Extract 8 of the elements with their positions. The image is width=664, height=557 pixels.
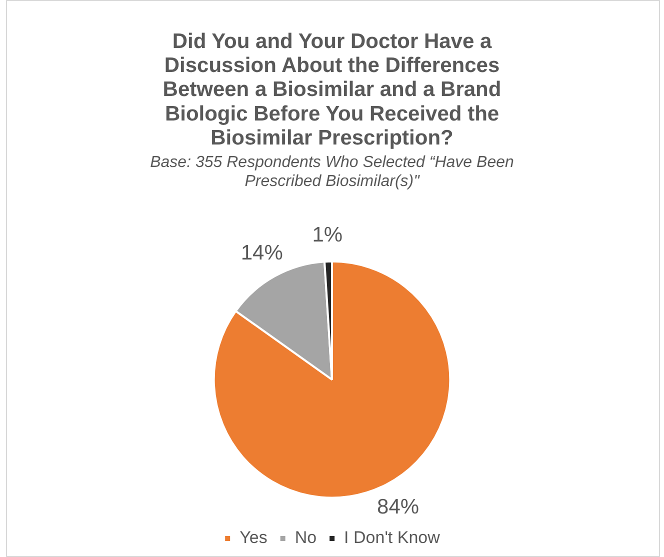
chart-title: Did You and Your Doctor Have a Discussion About the Differences Between a Biosimilar and a Brand Biologic Before You Received the Biosimilar Prescription? [162,30,502,150]
data-label: 1% [312,223,343,246]
data-label: 84% [377,496,420,519]
data-label: 14% [240,241,283,264]
legend-label: I Don't Know [344,528,441,548]
legend-label: Yes [240,528,268,548]
legend-label: No [294,528,317,548]
chart-subtitle: Base: 355 Respondents Who Selected “Have Been Prescribed Biosimilar(s)" [150,154,514,190]
